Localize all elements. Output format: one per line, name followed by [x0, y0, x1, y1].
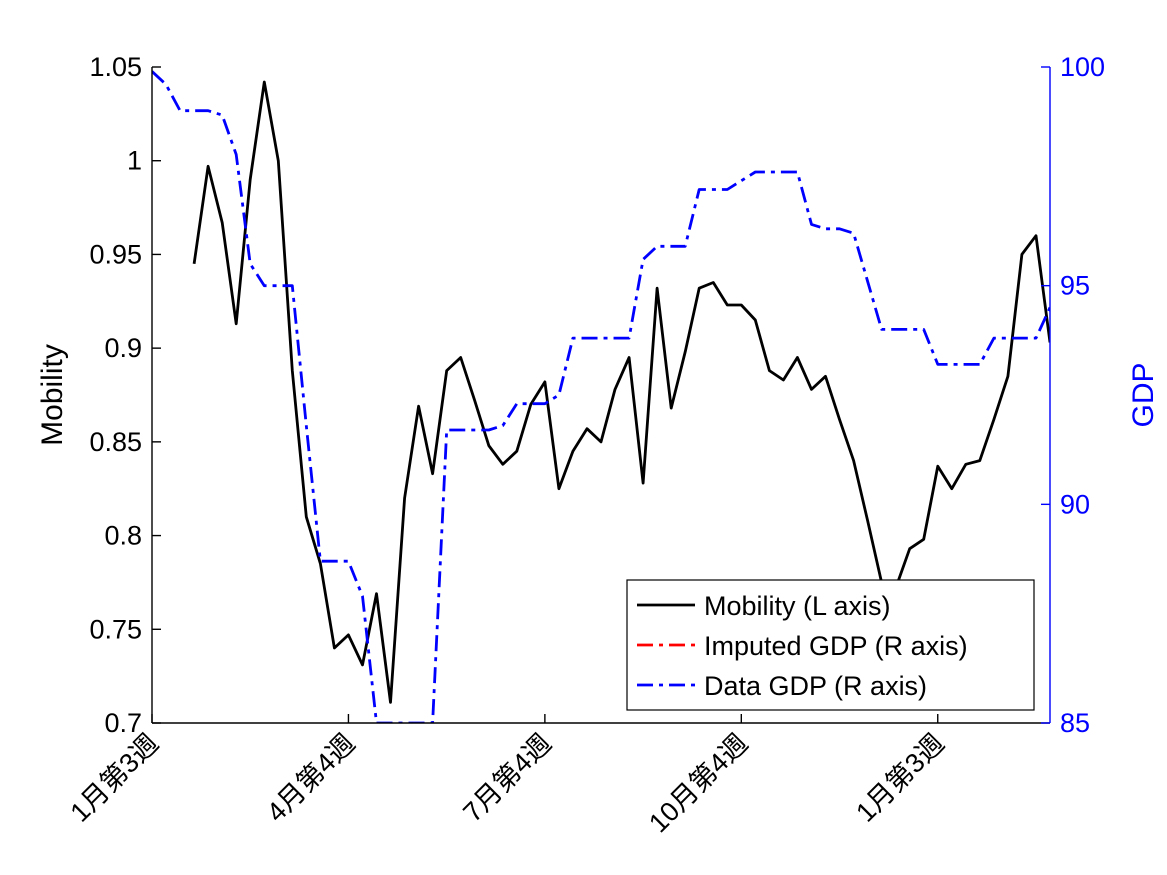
x-tick-label: 10月第4週	[643, 728, 753, 838]
legend-label: Data GDP (R axis)	[704, 671, 927, 701]
legend-label: Imputed GDP (R axis)	[704, 631, 968, 661]
x-tick-label: 1月第3週	[850, 728, 950, 828]
data-gdp-series	[152, 70, 1050, 723]
mobility-line	[192, 80, 1050, 704]
x-tick-label: 7月第4週	[457, 728, 557, 828]
left-tick-label: 0.8	[104, 521, 142, 551]
right-tick-label: 90	[1060, 489, 1090, 519]
x-tick-label: 1月第3週	[65, 728, 165, 828]
mobility-series	[192, 80, 1050, 704]
right-tick-label: 85	[1060, 708, 1090, 738]
x-tick-label: 4月第4週	[261, 728, 361, 828]
right-tick-label: 100	[1060, 52, 1105, 82]
left-tick-label: 0.85	[89, 427, 142, 457]
legend-label: Mobility (L axis)	[704, 591, 891, 621]
left-axis-title: Mobility	[36, 344, 69, 446]
left-tick-label: 0.9	[104, 333, 142, 363]
data-gdp-line	[152, 70, 1050, 723]
left-tick-label: 0.7	[104, 708, 142, 738]
left-tick-label: 1.05	[89, 52, 142, 82]
right-axis-title: GDP	[1127, 362, 1160, 427]
left-tick-label: 0.75	[89, 614, 142, 644]
left-tick-label: 0.95	[89, 239, 142, 269]
left-tick-label: 1	[127, 146, 142, 176]
right-tick-label: 95	[1060, 271, 1090, 301]
legend: Mobility (L axis) Imputed GDP (R axis) Dat…	[626, 579, 1035, 711]
